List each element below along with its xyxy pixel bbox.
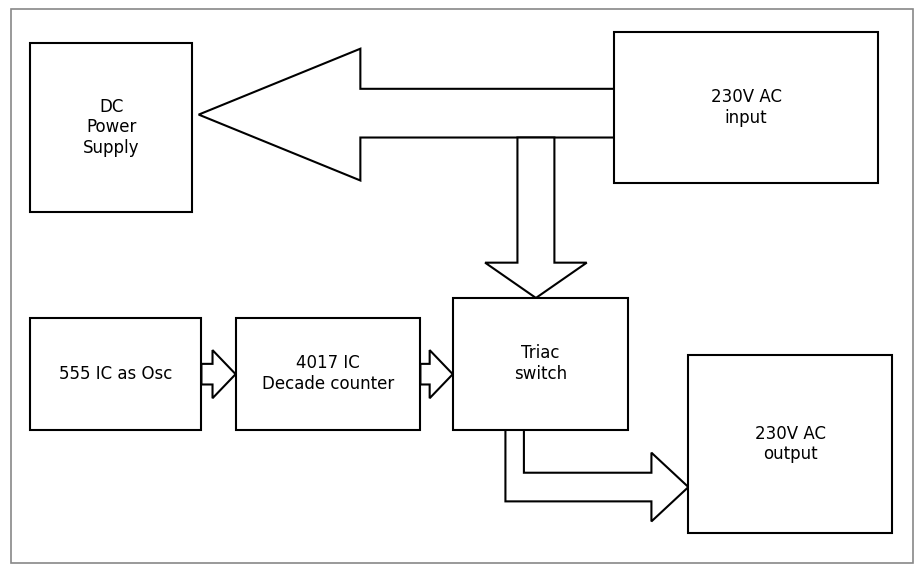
Polygon shape: [199, 49, 614, 180]
Text: 4017 IC
Decade counter: 4017 IC Decade counter: [261, 355, 395, 393]
Polygon shape: [420, 350, 453, 398]
Polygon shape: [485, 138, 587, 298]
Bar: [688, 355, 892, 533]
Bar: [614, 32, 878, 183]
Bar: [30, 318, 201, 430]
Text: 230V AC
output: 230V AC output: [755, 425, 825, 464]
Bar: [236, 318, 420, 430]
Text: Triac
switch: Triac switch: [514, 344, 567, 383]
Polygon shape: [201, 350, 236, 398]
Polygon shape: [505, 430, 688, 521]
Text: 555 IC as Osc: 555 IC as Osc: [59, 365, 173, 383]
Bar: [30, 43, 192, 212]
FancyBboxPatch shape: [11, 9, 913, 563]
Bar: [453, 298, 628, 430]
Text: 230V AC
input: 230V AC input: [711, 88, 782, 127]
Text: DC
Power
Supply: DC Power Supply: [83, 97, 140, 158]
